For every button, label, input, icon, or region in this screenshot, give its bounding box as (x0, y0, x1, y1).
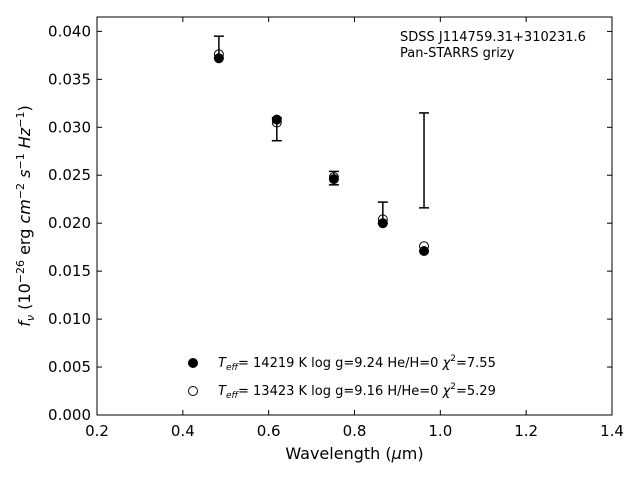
y-tick-label: 0.015 (48, 262, 91, 280)
legend-marker-open (188, 386, 198, 396)
x-tick-label: 0.8 (343, 422, 367, 440)
y-tick-label: 0.040 (48, 22, 91, 40)
legend-entry-he-h: Teff= 14219 K log g=9.24 He/H=0 χ2=7.55 (218, 354, 496, 373)
x-tick-label: 1.0 (428, 422, 452, 440)
x-tick-label: 1.2 (514, 422, 538, 440)
annotation-survey: Pan-STARRS grizy (400, 46, 515, 61)
point-he-h (377, 218, 388, 229)
point-he-h (213, 53, 224, 64)
x-tick-label: 0.6 (257, 422, 281, 440)
data-points (213, 49, 430, 257)
x-tick-label: 1.4 (600, 422, 624, 440)
error-bar (419, 112, 430, 209)
point-h-he (213, 49, 224, 60)
annotation-object-name: SDSS J114759.31+310231.6 (400, 30, 586, 45)
point-h-he (271, 117, 282, 128)
axis-ticks: 0.2 0.4 0.6 0.8 1.0 1.2 1.4 0.000 0.005 0.010 0.01… (48, 17, 624, 440)
x-tick-label: 0.4 (171, 422, 195, 440)
point-h-he (328, 172, 339, 183)
y-tick-label: 0.035 (48, 70, 91, 88)
y-tick-label: 0.030 (48, 118, 91, 136)
y-tick-label: 0.010 (48, 310, 91, 328)
y-tick-label: 0.005 (48, 358, 91, 376)
legend-marker-filled (188, 358, 198, 368)
legend-entry-h-he: Teff= 13423 K log g=9.16 H/He=0 χ2=5.29 (218, 382, 496, 401)
point-h-he (419, 241, 430, 252)
y-tick-label: 0.000 (48, 406, 91, 424)
y-axis-label: fν (10−26 erg cm−2 s−1 Hz−1) (14, 105, 37, 326)
x-axis-label: Wavelength (μm) (285, 444, 423, 463)
x-tick-label: 0.2 (85, 422, 109, 440)
y-tick-label: 0.020 (48, 214, 91, 232)
point-he-h (271, 114, 282, 125)
error-bars (213, 35, 430, 224)
y-tick-label: 0.025 (48, 166, 91, 184)
point-h-he (377, 214, 388, 225)
